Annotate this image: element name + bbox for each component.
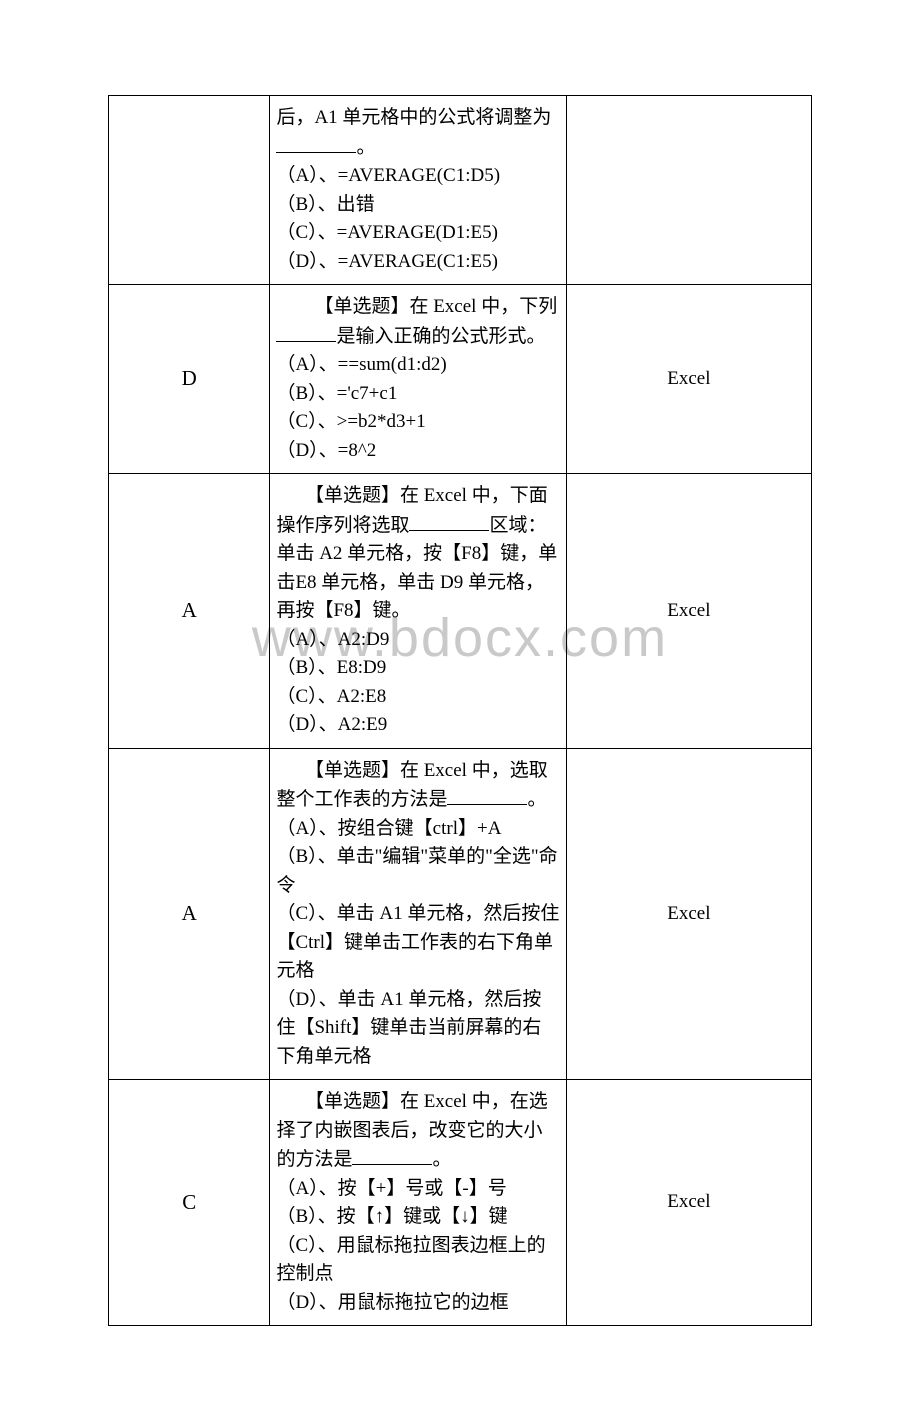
document-page: 后，A1 单元格中的公式将调整为 。 （A）、=AVERAGE(C1:D5) （…: [0, 0, 920, 1421]
option-c: （C）、单击 A1 单元格，然后按住【Ctrl】键单击工作表的右下角单元格: [276, 900, 559, 986]
option-d: （D）、单击 A1 单元格，然后按住【Shift】键单击当前屏幕的右下角单元格: [276, 986, 559, 1072]
answer-cell: A: [109, 474, 270, 749]
table-row: D 【单选题】在 Excel 中，下列 是输入正确的公式形式。 （A）、==su…: [109, 285, 812, 474]
fill-blank: [352, 1145, 432, 1165]
option-b: （B）、按【↑】键或【↓】键: [276, 1203, 559, 1232]
question-cell: 【单选题】在 Excel 中，下列 是输入正确的公式形式。 （A）、==sum(…: [270, 285, 566, 474]
option-a: （A）、==sum(d1:d2): [276, 351, 559, 380]
fill-blank: [447, 785, 527, 805]
question-cell: 后，A1 单元格中的公式将调整为 。 （A）、=AVERAGE(C1:D5) （…: [270, 96, 566, 285]
question-cell: 【单选题】在 Excel 中，选取整个工作表的方法是。 （A）、按组合键【ctr…: [270, 748, 566, 1080]
option-c: （C）、>=b2*d3+1: [276, 408, 559, 437]
answer-cell: A: [109, 748, 270, 1080]
question-lead: 【单选题】在 Excel 中，在选择了内嵌图表后，改变它的大小的方法是。: [276, 1091, 547, 1170]
question-lead: 【单选题】在 Excel 中，下列: [276, 293, 559, 322]
lead-suffix: 是输入正确的公式形式。: [336, 326, 545, 347]
option-a: （A）、按【+】号或【-】号: [276, 1175, 559, 1204]
question-cell: 【单选题】在 Excel 中，在选择了内嵌图表后，改变它的大小的方法是。 （A）…: [270, 1080, 566, 1326]
lead-tail: 。: [432, 1149, 451, 1170]
table-row: A 【单选题】在 Excel 中，下面操作序列将选取区域：单击 A2 单元格，按…: [109, 474, 812, 749]
lead-tail: 。: [527, 789, 546, 810]
option-b: （B）、='c7+c1: [276, 380, 559, 409]
category-cell: Excel: [566, 748, 811, 1080]
option-b: （B）、出错: [276, 191, 559, 220]
category-cell: [566, 96, 811, 285]
category-cell: Excel: [566, 1080, 811, 1326]
fill-blank: [409, 511, 489, 531]
question-cell: 【单选题】在 Excel 中，下面操作序列将选取区域：单击 A2 单元格，按【F…: [270, 474, 566, 749]
option-a: （A）、=AVERAGE(C1:D5): [276, 162, 559, 191]
question-table: 后，A1 单元格中的公式将调整为 。 （A）、=AVERAGE(C1:D5) （…: [108, 95, 812, 1326]
category-cell: Excel: [566, 285, 811, 474]
table-row: 后，A1 单元格中的公式将调整为 。 （A）、=AVERAGE(C1:D5) （…: [109, 96, 812, 285]
option-d: （D）、=AVERAGE(C1:E5): [276, 248, 559, 277]
option-c: （C）、=AVERAGE(D1:E5): [276, 219, 559, 248]
option-b: （B）、E8:D9: [276, 654, 559, 683]
option-b: （B）、单击"编辑"菜单的"全选"命令: [276, 843, 559, 900]
option-c: （C）、A2:E8: [276, 683, 559, 712]
fill-blank: [276, 322, 336, 342]
answer-cell: D: [109, 285, 270, 474]
question-lead: 【单选题】在 Excel 中，下面操作序列将选取区域：单击 A2 单元格，按【F…: [276, 485, 557, 621]
option-d: （D）、=8^2: [276, 437, 559, 466]
blank-suffix: 。: [356, 137, 375, 158]
option-a: （A）、A2:D9: [276, 626, 559, 655]
category-cell: Excel: [566, 474, 811, 749]
option-c: （C）、用鼠标拖拉图表边框上的控制点: [276, 1232, 559, 1289]
table-row: C 【单选题】在 Excel 中，在选择了内嵌图表后，改变它的大小的方法是。 （…: [109, 1080, 812, 1326]
option-a: （A）、按组合键【ctrl】+A: [276, 815, 559, 844]
option-d: （D）、A2:E9: [276, 711, 559, 740]
answer-cell: [109, 96, 270, 285]
answer-cell: C: [109, 1080, 270, 1326]
question-lead: 后，A1 单元格中的公式将调整为: [276, 107, 551, 128]
option-d: （D）、用鼠标拖拉它的边框: [276, 1289, 559, 1318]
question-lead: 【单选题】在 Excel 中，选取整个工作表的方法是。: [276, 760, 547, 811]
fill-blank: [276, 133, 356, 153]
table-row: A 【单选题】在 Excel 中，选取整个工作表的方法是。 （A）、按组合键【c…: [109, 748, 812, 1080]
